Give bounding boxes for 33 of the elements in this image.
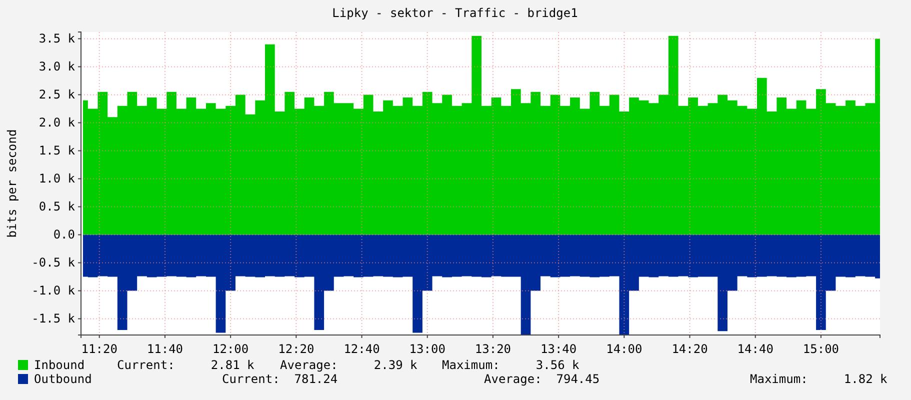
y-tick-label: 0.0: [53, 228, 75, 242]
y-tick-label: 3.0 k: [38, 60, 76, 74]
x-tick-label: 12:40: [344, 342, 380, 356]
y-tick-label: 3.5 k: [38, 32, 76, 46]
text: Current: 2.81 k: [117, 358, 256, 372]
x-tick-label: 12:20: [278, 342, 314, 356]
y-tick-label: 2.0 k: [38, 116, 76, 130]
chart-title: Lipky - sektor - Traffic - bridge1: [332, 6, 578, 20]
y-tick-label: -0.5 k: [32, 256, 76, 270]
text: Average: 2.39 k: [280, 358, 418, 372]
x-tick-label: 15:00: [802, 342, 840, 356]
text: Average: 794.45: [484, 372, 600, 386]
x-tick-label: 11:40: [146, 342, 184, 356]
y-tick-label: 0.5 k: [38, 200, 76, 214]
y-tick-label: -1.5 k: [32, 312, 76, 326]
legend-label: Inbound: [34, 358, 85, 372]
x-tick-label: 11:20: [81, 342, 118, 356]
text: Maximum: 3.56 k: [442, 358, 580, 372]
x-tick-label: 14:40: [737, 342, 774, 356]
y-tick-label: 1.5 k: [38, 144, 76, 158]
y-tick-label: 1.0 k: [38, 172, 76, 186]
y-tick-label: 2.5 k: [38, 88, 76, 102]
x-tick-label: 14:20: [672, 342, 708, 356]
y-tick-label: -1.0 k: [32, 284, 76, 298]
x-tick-label: 14:00: [606, 342, 642, 356]
x-tick-label: 13:00: [409, 342, 446, 356]
x-tick-label: 13:20: [474, 342, 512, 356]
text: Current: 781.24: [222, 372, 338, 386]
legend-label: Outbound: [34, 372, 92, 386]
y-axis-title: bits per second: [5, 129, 19, 238]
x-tick-label: 12:00: [212, 342, 249, 356]
x-tick-label: 13:40: [540, 342, 577, 356]
text: Maximum: 1.82 k: [750, 372, 888, 386]
